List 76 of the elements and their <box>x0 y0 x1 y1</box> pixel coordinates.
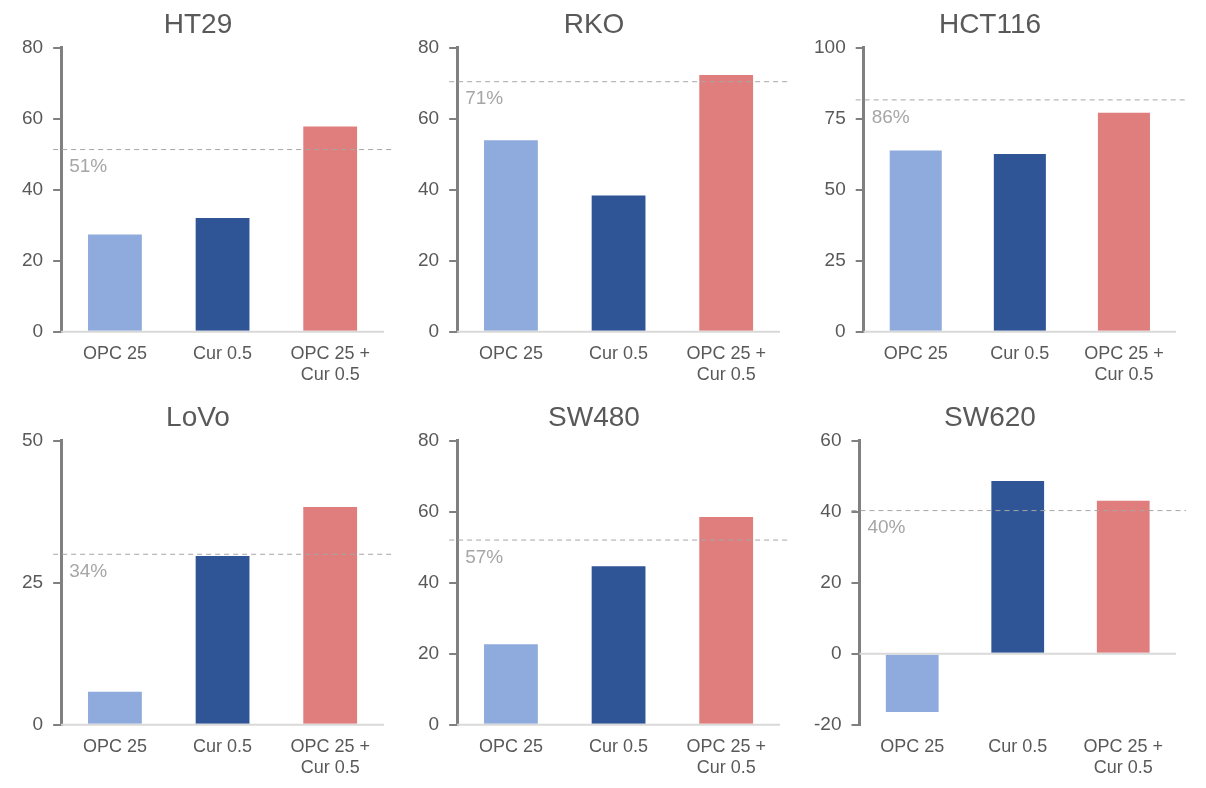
bar <box>88 691 142 724</box>
bar <box>699 74 754 331</box>
bar <box>1096 500 1150 653</box>
y-tick-label: 80 <box>21 35 44 57</box>
chart-title: LoVo <box>166 400 230 432</box>
annotation: 57% <box>465 545 504 567</box>
x-tick-label: OPC 25 <box>478 735 543 756</box>
bar <box>484 644 538 724</box>
x-tick-label: Cur 0.5 <box>193 342 253 363</box>
y-tick-label: 0 <box>830 641 842 663</box>
y-tick-label: 40 <box>820 499 842 521</box>
y-tick-label: 20 <box>417 641 440 663</box>
x-tick-label: OPC 25 + Cur 0.5 <box>686 342 766 385</box>
y-tick-label: 0 <box>835 320 846 342</box>
y-tick-label: 20 <box>820 570 842 592</box>
annotation: 40% <box>867 516 906 538</box>
y-tick-label: 0 <box>428 713 440 735</box>
bar <box>993 153 1046 331</box>
x-tick-label: OPC 25 + Cur 0.5 <box>290 735 370 778</box>
bar <box>991 481 1045 653</box>
y-tick-label: 0 <box>428 320 440 342</box>
x-tick-label: OPC 25 <box>478 342 543 363</box>
x-tick-label: OPC 25 + Cur 0.5 <box>290 342 370 385</box>
bar <box>303 507 358 724</box>
bar <box>591 195 646 331</box>
x-tick-label: Cur 0.5 <box>988 735 1048 756</box>
y-tick-label: 60 <box>820 428 842 450</box>
y-tick-label: 25 <box>21 570 44 592</box>
x-tick-label: Cur 0.5 <box>193 735 253 756</box>
y-tick-label: 80 <box>417 35 440 57</box>
bar <box>303 126 358 331</box>
x-tick-label: OPC 25 + Cur 0.5 <box>1084 342 1164 385</box>
chart-title: SW620 <box>944 400 1036 432</box>
x-tick-label: Cur 0.5 <box>589 735 649 756</box>
x-tick-label: OPC 25 <box>880 735 945 756</box>
y-tick-label: 60 <box>417 499 440 521</box>
y-tick-label: -20 <box>813 713 842 735</box>
y-tick-label: 0 <box>32 320 44 342</box>
x-tick-label: Cur 0.5 <box>990 342 1050 363</box>
annotation: 34% <box>69 560 108 582</box>
x-tick-label: OPC 25 + Cur 0.5 <box>686 735 766 778</box>
x-tick-label: Cur 0.5 <box>589 342 649 363</box>
bar <box>88 234 142 331</box>
bar <box>591 566 646 724</box>
annotation: 71% <box>465 87 504 109</box>
y-tick-label: 40 <box>21 177 44 199</box>
bar <box>195 555 250 724</box>
y-tick-label: 40 <box>417 177 440 199</box>
bar <box>885 654 939 713</box>
chart-title: SW480 <box>548 400 640 432</box>
bar <box>889 150 942 331</box>
bar <box>195 218 250 331</box>
annotation: 51% <box>69 155 108 177</box>
y-tick-label: 80 <box>417 428 440 450</box>
x-tick-label: OPC 25 + Cur 0.5 <box>1083 735 1164 778</box>
x-tick-label: OPC 25 <box>82 342 147 363</box>
y-tick-label: 20 <box>417 248 440 270</box>
annotation: 86% <box>871 105 910 127</box>
y-tick-label: 50 <box>21 428 44 450</box>
y-tick-label: 25 <box>824 248 846 270</box>
bar <box>1097 112 1150 331</box>
bar <box>484 140 538 331</box>
y-tick-label: 20 <box>21 248 44 270</box>
chart-title: RKO <box>563 7 625 39</box>
y-tick-label: 75 <box>824 106 846 128</box>
x-tick-label: OPC 25 <box>883 342 948 363</box>
y-tick-label: 0 <box>32 713 44 735</box>
y-tick-label: 100 <box>814 35 846 57</box>
y-tick-label: 60 <box>417 106 440 128</box>
y-tick-label: 60 <box>21 106 44 128</box>
x-tick-label: OPC 25 <box>82 735 147 756</box>
chart-title: HT29 <box>163 7 233 39</box>
y-tick-label: 50 <box>824 177 846 199</box>
bar <box>699 516 754 724</box>
y-tick-label: 40 <box>417 570 440 592</box>
chart-title: HCT116 <box>938 7 1042 39</box>
